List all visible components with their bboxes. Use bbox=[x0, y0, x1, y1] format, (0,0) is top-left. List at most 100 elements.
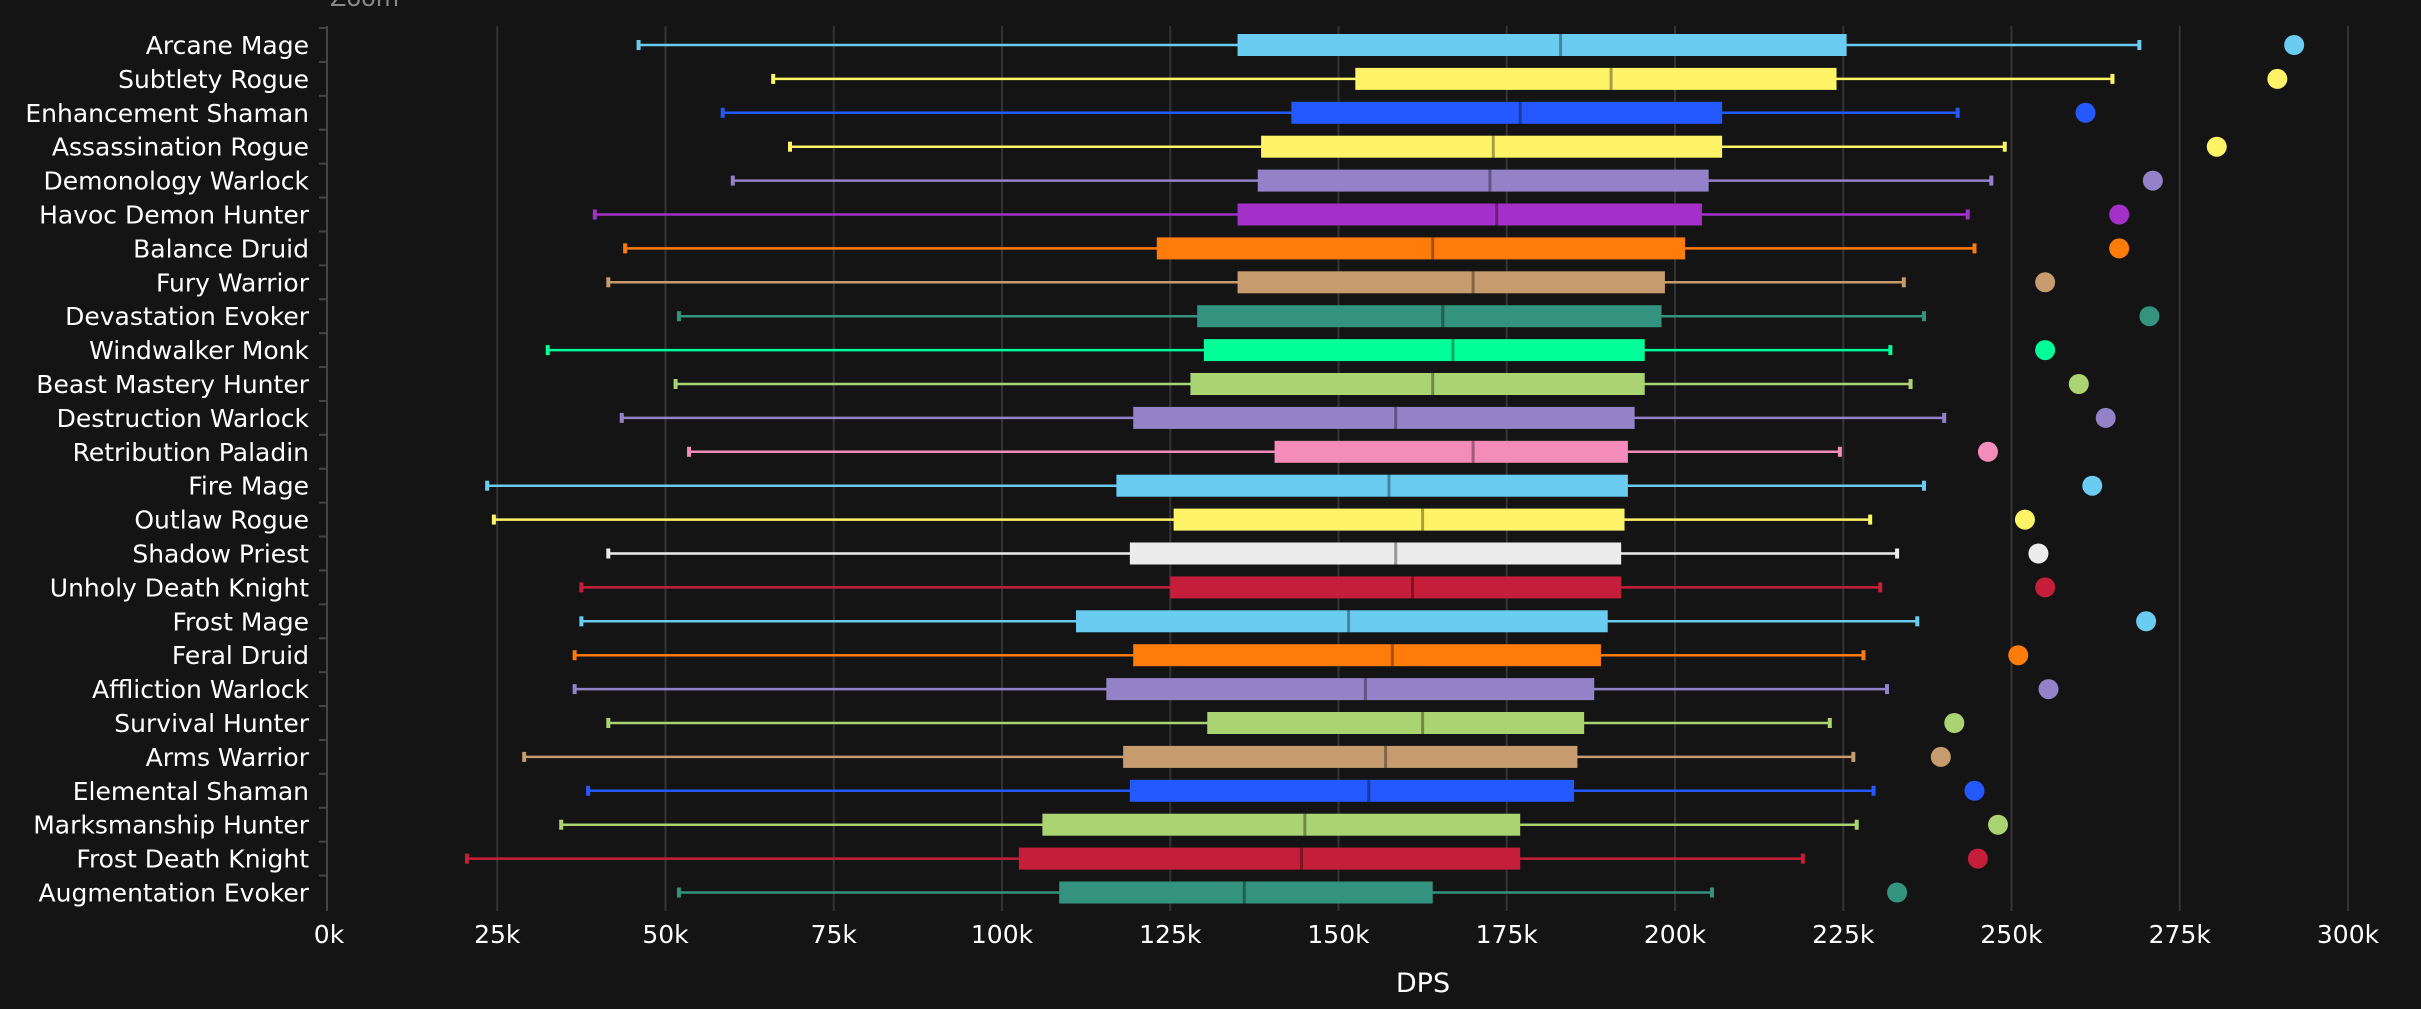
box-row[interactable]: Shadow Priest bbox=[132, 535, 2049, 569]
iqr-box bbox=[1190, 373, 1645, 395]
box-row[interactable]: Enhancement Shaman bbox=[25, 94, 2096, 128]
category-label: Marksmanship Hunter bbox=[33, 811, 309, 840]
category-label: Havoc Demon Hunter bbox=[39, 201, 310, 230]
box-row[interactable]: Demonology Warlock bbox=[44, 162, 2163, 196]
box-row[interactable]: Subtlety Rogue bbox=[118, 60, 2288, 94]
box-row[interactable]: Elemental Shaman bbox=[73, 772, 1985, 806]
category-label: Outlaw Rogue bbox=[134, 506, 309, 535]
box-row[interactable]: Beast Mastery Hunter bbox=[36, 366, 2089, 399]
box-row[interactable]: Assassination Rogue bbox=[52, 128, 2227, 162]
x-tick-label: 100k bbox=[971, 920, 1034, 949]
box-row[interactable]: Feral Druid bbox=[172, 637, 2029, 670]
iqr-box bbox=[1170, 576, 1622, 599]
iqr-box bbox=[1156, 237, 1686, 260]
category-label: Assassination Rogue bbox=[52, 133, 309, 162]
iqr-box bbox=[1076, 610, 1608, 633]
x-tick-label: 0k bbox=[314, 920, 345, 949]
category-label: Fire Mage bbox=[188, 472, 309, 501]
box-row[interactable]: Fury Warrior bbox=[156, 264, 2056, 297]
box-row[interactable]: Arcane Mage bbox=[146, 27, 2305, 60]
category-label: Windwalker Monk bbox=[89, 336, 309, 365]
category-label: Affliction Warlock bbox=[92, 675, 310, 704]
box-row[interactable]: Balance Druid bbox=[133, 230, 2130, 263]
box-row[interactable]: Devastation Evoker bbox=[65, 298, 2160, 331]
box-row[interactable]: Unholy Death Knight bbox=[50, 569, 2056, 602]
iqr-box bbox=[1237, 271, 1665, 294]
category-label: Unholy Death Knight bbox=[50, 573, 309, 602]
x-tick-label: 125k bbox=[1139, 920, 1202, 949]
max-point bbox=[1964, 780, 1985, 801]
max-point bbox=[2035, 272, 2056, 293]
max-point bbox=[2142, 170, 2163, 191]
x-tick-label: 150k bbox=[1307, 920, 1370, 949]
box-row[interactable]: Frost Mage bbox=[173, 603, 2157, 636]
iqr-box bbox=[1133, 406, 1635, 429]
category-label: Destruction Warlock bbox=[57, 404, 310, 433]
category-label: Fury Warrior bbox=[156, 268, 310, 297]
max-point bbox=[2075, 102, 2096, 123]
x-tick-label: 175k bbox=[1476, 920, 1539, 949]
iqr-box bbox=[1129, 542, 1622, 565]
max-point bbox=[2082, 475, 2103, 496]
iqr-box bbox=[1257, 169, 1709, 192]
box-row[interactable]: Fire Mage bbox=[188, 467, 2103, 501]
x-tick-label: 300k bbox=[2317, 920, 2380, 949]
category-label: Devastation Evoker bbox=[65, 302, 310, 331]
category-label: Shadow Priest bbox=[132, 540, 309, 569]
iqr-box bbox=[1106, 678, 1595, 701]
category-label: Feral Druid bbox=[172, 641, 309, 670]
box-row[interactable]: Arms Warrior bbox=[146, 738, 1951, 772]
zoom-label[interactable]: Zoom bbox=[330, 0, 399, 12]
iqr-box bbox=[1207, 712, 1585, 734]
iqr-box bbox=[1173, 508, 1625, 531]
iqr-box bbox=[1042, 813, 1521, 836]
box-row[interactable]: Retribution Paladin bbox=[73, 433, 1998, 467]
x-axis-ticks: 0k 25k 50k 75k 100k 125k 150k 175k 200k 225k 250k 2… bbox=[314, 920, 2380, 949]
box-row[interactable]: Marksmanship Hunter bbox=[33, 806, 2009, 840]
category-label: Subtlety Rogue bbox=[118, 65, 309, 94]
box-row[interactable]: Destruction Warlock bbox=[57, 399, 2116, 433]
category-label: Frost Death Knight bbox=[76, 845, 309, 874]
category-label: Survival Hunter bbox=[114, 709, 309, 738]
iqr-box bbox=[1355, 67, 1837, 90]
category-label: Balance Druid bbox=[133, 234, 309, 263]
max-point bbox=[2284, 35, 2305, 55]
max-point bbox=[2068, 374, 2089, 394]
x-tick-label: 25k bbox=[474, 920, 521, 949]
box-row[interactable]: Havoc Demon Hunter bbox=[39, 196, 2130, 230]
iqr-box bbox=[1203, 339, 1645, 362]
max-point bbox=[2139, 306, 2160, 327]
iqr-box bbox=[1261, 135, 1723, 158]
iqr-box bbox=[1129, 779, 1575, 802]
box-row[interactable]: Survival Hunter bbox=[114, 705, 1965, 738]
max-point bbox=[2109, 204, 2130, 225]
x-tick-label: 250k bbox=[1980, 920, 2043, 949]
box-row[interactable]: Outlaw Rogue bbox=[134, 501, 2035, 535]
gridlines bbox=[326, 26, 2349, 911]
box-row[interactable]: Frost Death Knight bbox=[76, 840, 1988, 874]
x-tick-label: 50k bbox=[642, 920, 689, 949]
iqr-box bbox=[1274, 440, 1628, 463]
category-label: Enhancement Shaman bbox=[25, 99, 309, 128]
max-point bbox=[1977, 441, 1998, 462]
max-point bbox=[2095, 407, 2116, 428]
iqr-box bbox=[1133, 644, 1601, 667]
x-axis-title: DPS bbox=[1396, 968, 1450, 999]
x-tick-label: 75k bbox=[811, 920, 858, 949]
iqr-box bbox=[1059, 881, 1433, 904]
max-point bbox=[1967, 848, 1988, 869]
box-row[interactable]: Augmentation Evoker bbox=[39, 874, 1908, 908]
max-point bbox=[2035, 577, 2056, 598]
category-label: Demonology Warlock bbox=[44, 167, 310, 196]
category-label: Elemental Shaman bbox=[73, 777, 309, 806]
box-row[interactable]: Windwalker Monk bbox=[89, 332, 2056, 365]
box-rows: Arcane Mage Subtlety Rogue Enhancement Sha… bbox=[25, 27, 2305, 908]
max-point bbox=[2028, 543, 2049, 564]
box-row[interactable]: Affliction Warlock bbox=[92, 671, 2059, 704]
iqr-box bbox=[1018, 847, 1521, 870]
max-point bbox=[2035, 340, 2056, 361]
category-label: Retribution Paladin bbox=[73, 438, 309, 467]
category-label: Arcane Mage bbox=[146, 31, 309, 60]
max-point bbox=[2038, 679, 2059, 700]
